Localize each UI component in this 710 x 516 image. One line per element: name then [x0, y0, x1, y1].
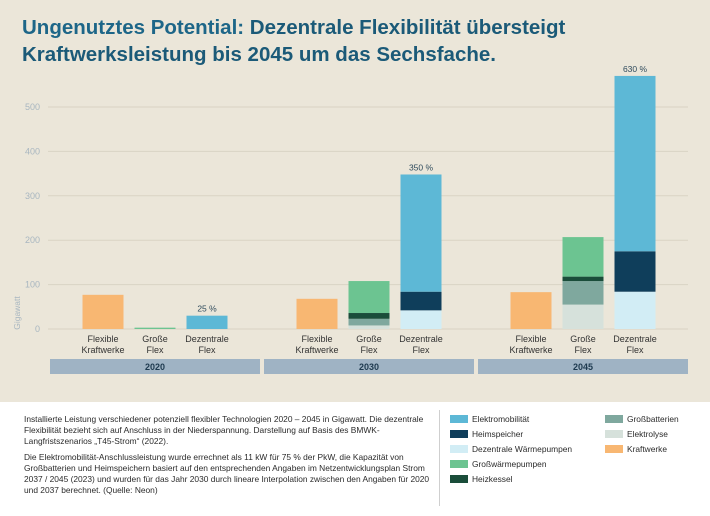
legend-swatch: [450, 415, 468, 423]
bar-segment-dezentrale-waermepumpen: [400, 310, 442, 329]
legend-item: Großwärmepumpen: [450, 458, 546, 470]
caption-panel: Installierte Leistung verschiedener pote…: [0, 402, 710, 516]
bar-segment-heizkessel: [562, 276, 604, 282]
legend-label: Großwärmepumpen: [472, 459, 547, 469]
legend-swatch: [450, 445, 468, 453]
category-label: Dezentrale: [185, 334, 229, 344]
bar-segment-elektrolyse: [348, 325, 390, 329]
bar-annotation: 350 %: [409, 162, 434, 172]
legend-item: Heimspeicher: [450, 428, 523, 440]
y-tick-label: 300: [25, 191, 40, 201]
bar-segment-grosswaermepumpen: [134, 327, 176, 329]
year-label: 2045: [573, 362, 593, 372]
year-label: 2020: [145, 362, 165, 372]
category-label: Große: [142, 334, 168, 344]
bar-segment-heimspeicher: [614, 251, 656, 292]
y-tick-label: 400: [25, 146, 40, 156]
legend-swatch: [450, 430, 468, 438]
title-lead: Ungenutztes Potential:: [22, 16, 245, 39]
bar-segment-kraftwerke: [82, 294, 124, 329]
legend-item: Kraftwerke: [605, 443, 667, 455]
category-label: Kraftwerke: [295, 345, 338, 355]
category-label: Dezentrale: [613, 334, 657, 344]
bar-segment-heizkessel: [348, 313, 390, 319]
divider: [439, 410, 440, 506]
category-label: Flex: [412, 345, 430, 355]
legend-label: Heimspeicher: [472, 429, 524, 439]
bar-segment-dezentrale-waermepumpen: [614, 291, 656, 329]
bar-segment-grossbatterien: [562, 281, 604, 305]
category-label: Flex: [360, 345, 378, 355]
category-label: Flex: [146, 345, 164, 355]
y-axis-label: Gigawatt: [12, 296, 22, 330]
bar-segment-grossbatterien: [348, 318, 390, 326]
bar-annotation: 630 %: [623, 64, 648, 74]
year-label: 2030: [359, 362, 379, 372]
description-paragraph-2: Die Elektromobilität-Anschlussleistung w…: [24, 452, 430, 495]
category-label: Kraftwerke: [81, 345, 124, 355]
category-label: Flexible: [515, 334, 546, 344]
bar-segment-elektromobilitaet: [186, 315, 228, 329]
category-label: Flex: [574, 345, 592, 355]
chart-panel: [0, 0, 710, 402]
bar-segment-grosswaermepumpen: [562, 237, 604, 277]
legend-label: Heizkessel: [472, 474, 513, 484]
bar-segment-kraftwerke: [296, 298, 338, 329]
bar-segment-grosswaermepumpen: [348, 281, 390, 314]
legend-item: Elektrolyse: [605, 428, 668, 440]
legend-label: Elektrolyse: [627, 429, 668, 439]
stacked-bar-chart: 0100200300400500GigawattFlexibleKraftwer…: [12, 64, 688, 374]
legend-swatch: [450, 475, 468, 483]
description-paragraph-1: Installierte Leistung verschiedener pote…: [24, 414, 424, 446]
category-label: Große: [570, 334, 596, 344]
bar-segment-elektromobilitaet: [400, 174, 442, 292]
bar-segment-heimspeicher: [400, 291, 442, 311]
legend-label: Großbatterien: [627, 414, 679, 424]
y-tick-label: 0: [35, 324, 40, 334]
legend-item: Elektromobilität: [450, 413, 529, 425]
legend-item: Heizkessel: [450, 473, 513, 485]
category-label: Kraftwerke: [509, 345, 552, 355]
category-label: Große: [356, 334, 382, 344]
chart-legend: Elektromobilität Heimspeicher Dezentrale W…: [450, 413, 700, 503]
legend-item: Dezentrale Wärmepumpen: [450, 443, 572, 455]
bar-segment-elektromobilitaet: [614, 75, 656, 252]
legend-label: Kraftwerke: [627, 444, 668, 454]
category-label: Flex: [198, 345, 216, 355]
title-rest: Dezentrale Flexibilität übersteigt Kraft…: [22, 16, 566, 66]
year-bar: [264, 359, 474, 374]
category-label: Flex: [626, 345, 644, 355]
y-tick-label: 200: [25, 235, 40, 245]
bar-segment-kraftwerke: [510, 292, 552, 329]
bar-segment-elektrolyse: [562, 304, 604, 329]
legend-swatch: [605, 415, 623, 423]
category-label: Flexible: [301, 334, 332, 344]
legend-label: Elektromobilität: [472, 414, 530, 424]
legend-item: Großbatterien: [605, 413, 679, 425]
legend-swatch: [605, 430, 623, 438]
category-label: Dezentrale: [399, 334, 443, 344]
legend-label: Dezentrale Wärmepumpen: [472, 444, 573, 454]
y-tick-label: 500: [25, 102, 40, 112]
chart-description: Installierte Leistung verschiedener pote…: [24, 414, 434, 501]
legend-swatch: [605, 445, 623, 453]
category-label: Flexible: [87, 334, 118, 344]
bar-annotation: 25 %: [197, 304, 217, 314]
year-bar: [50, 359, 260, 374]
chart-title: Ungenutztes Potential: Dezentrale Flexib…: [22, 14, 682, 68]
year-bar: [478, 359, 688, 374]
y-tick-label: 100: [25, 280, 40, 290]
legend-swatch: [450, 460, 468, 468]
